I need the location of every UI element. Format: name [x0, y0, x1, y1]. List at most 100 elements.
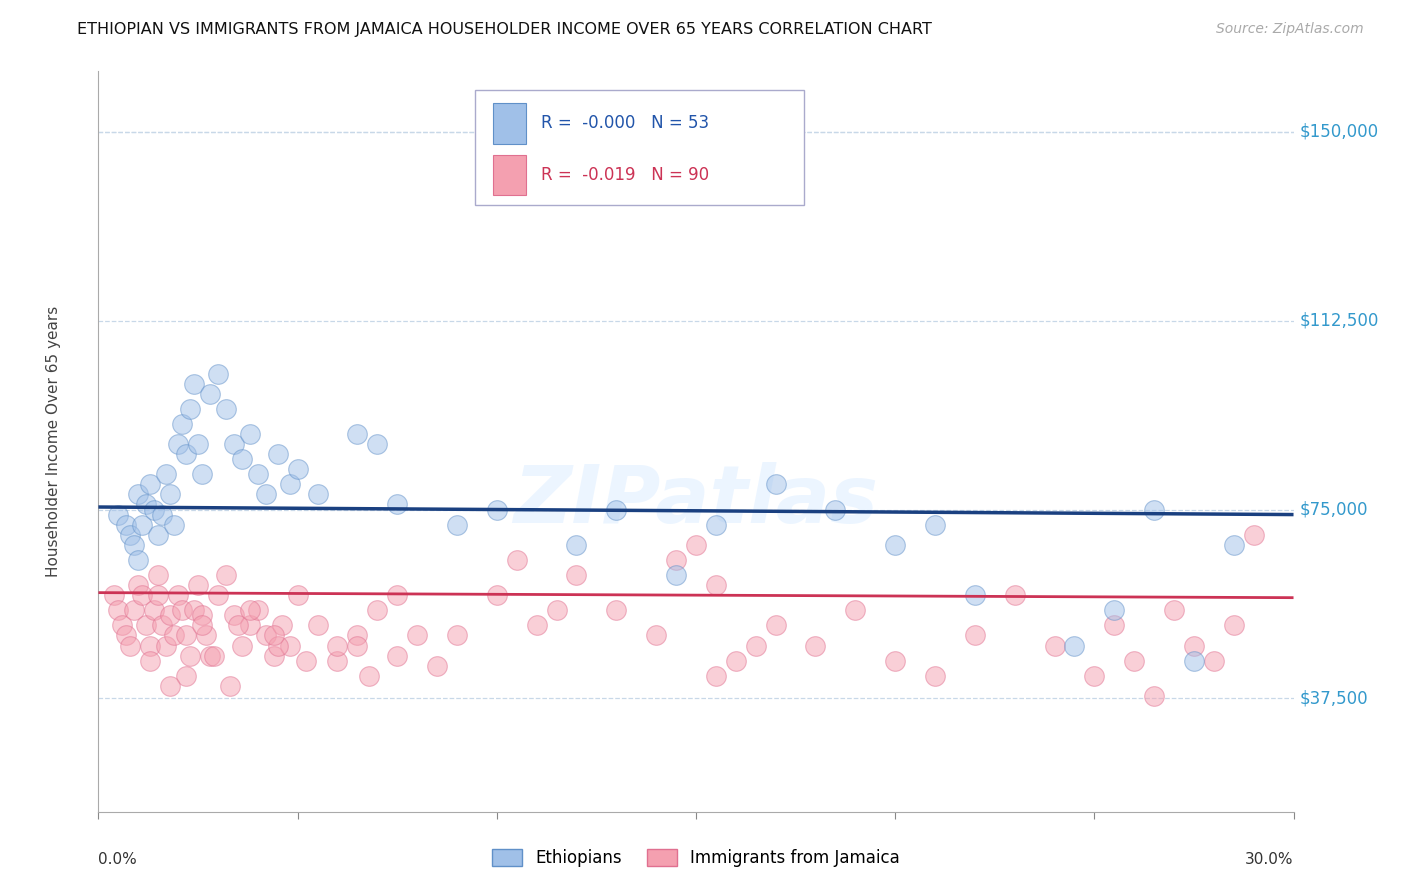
Point — [115, 517, 138, 532]
Point — [143, 603, 166, 617]
Point — [287, 462, 309, 476]
Point — [1043, 639, 1066, 653]
Point — [406, 628, 429, 642]
Point — [565, 568, 588, 582]
Point — [1123, 654, 1146, 668]
Text: $75,000: $75,000 — [1299, 500, 1368, 518]
Point — [174, 669, 197, 683]
Text: $37,500: $37,500 — [1299, 690, 1368, 707]
Point — [546, 603, 568, 617]
Point — [155, 467, 177, 482]
Point — [174, 447, 197, 461]
Point — [143, 502, 166, 516]
Point — [219, 679, 242, 693]
Point — [172, 417, 194, 431]
Point — [198, 386, 221, 401]
Point — [645, 628, 668, 642]
Point — [246, 603, 269, 617]
Point — [924, 669, 946, 683]
Point — [139, 654, 162, 668]
Point — [685, 538, 707, 552]
Point — [1182, 654, 1205, 668]
Text: $150,000: $150,000 — [1299, 123, 1379, 141]
Point — [148, 527, 170, 541]
Point — [270, 618, 292, 632]
Point — [127, 578, 149, 592]
Point — [446, 628, 468, 642]
Point — [231, 639, 253, 653]
Point — [1243, 527, 1265, 541]
Point — [174, 628, 197, 642]
Point — [724, 654, 747, 668]
Point — [1004, 588, 1026, 602]
Point — [239, 427, 262, 442]
Point — [385, 498, 409, 512]
Point — [385, 648, 409, 663]
Point — [191, 608, 214, 623]
Point — [1063, 639, 1085, 653]
Point — [115, 628, 138, 642]
Point — [148, 568, 170, 582]
Point — [506, 553, 529, 567]
Point — [526, 618, 548, 632]
Point — [148, 588, 170, 602]
Point — [804, 639, 827, 653]
Text: ZIPatlas: ZIPatlas — [513, 462, 879, 540]
Text: ETHIOPIAN VS IMMIGRANTS FROM JAMAICA HOUSEHOLDER INCOME OVER 65 YEARS CORRELATIO: ETHIOPIAN VS IMMIGRANTS FROM JAMAICA HOU… — [77, 22, 932, 37]
Point — [267, 639, 290, 653]
FancyBboxPatch shape — [494, 154, 526, 195]
Point — [346, 639, 368, 653]
Point — [159, 487, 181, 501]
Point — [183, 603, 205, 617]
Point — [215, 401, 238, 416]
Point — [346, 628, 368, 642]
Point — [167, 437, 190, 451]
Text: Householder Income Over 65 years: Householder Income Over 65 years — [45, 306, 60, 577]
Point — [1104, 603, 1126, 617]
Point — [844, 603, 866, 617]
Point — [159, 608, 181, 623]
Point — [202, 648, 225, 663]
Point — [765, 618, 787, 632]
Point — [326, 654, 349, 668]
Point — [111, 618, 134, 632]
Point — [1202, 654, 1225, 668]
Point — [226, 618, 249, 632]
Point — [179, 401, 201, 416]
Point — [195, 628, 218, 642]
Point — [665, 553, 688, 567]
Point — [278, 477, 301, 491]
Point — [127, 487, 149, 501]
Point — [605, 603, 627, 617]
Point — [884, 538, 907, 552]
FancyBboxPatch shape — [494, 103, 526, 144]
Point — [107, 508, 129, 522]
Point — [167, 588, 190, 602]
Point — [120, 639, 142, 653]
Point — [187, 437, 209, 451]
FancyBboxPatch shape — [475, 90, 804, 204]
Point — [139, 639, 162, 653]
Point — [765, 477, 787, 491]
Point — [704, 578, 727, 592]
Point — [824, 502, 846, 516]
Text: Source: ZipAtlas.com: Source: ZipAtlas.com — [1216, 22, 1364, 37]
Text: 0.0%: 0.0% — [98, 853, 138, 867]
Point — [222, 608, 245, 623]
Point — [150, 618, 173, 632]
Point — [1163, 603, 1185, 617]
Point — [239, 603, 262, 617]
Point — [565, 538, 588, 552]
Point — [963, 628, 986, 642]
Point — [246, 467, 269, 482]
Point — [307, 618, 329, 632]
Point — [366, 437, 388, 451]
Point — [346, 427, 368, 442]
Point — [103, 588, 125, 602]
Point — [366, 603, 388, 617]
Point — [605, 502, 627, 516]
Point — [231, 452, 253, 467]
Point — [884, 654, 907, 668]
Point — [159, 679, 181, 693]
Point — [191, 467, 214, 482]
